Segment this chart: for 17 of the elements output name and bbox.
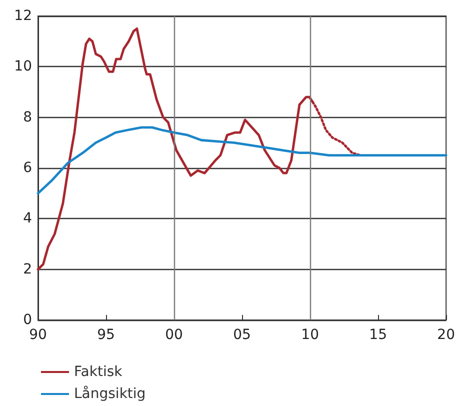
y-tick-label: 10 [14,58,32,75]
x-tick-label: 90 [29,327,47,343]
y-tick-label: 2 [23,261,32,278]
legend-label: Långsiktig [74,385,146,402]
legend-label: Faktisk [74,364,124,380]
x-tick-label: 05 [233,327,251,343]
x-tick-label: 15 [369,327,387,343]
y-tick-label: 6 [23,160,32,176]
y-tick-label: 0 [23,312,32,328]
x-tick-label: 95 [97,327,115,343]
line-series [36,126,448,195]
y-tick-label: 4 [23,210,32,227]
y-tick-label: 12 [14,8,32,24]
y-tick-label: 8 [23,109,32,126]
x-tick-label: 20 [437,327,456,343]
x-tick-label: 00 [165,327,183,343]
x-tick-label: 10 [301,327,319,343]
